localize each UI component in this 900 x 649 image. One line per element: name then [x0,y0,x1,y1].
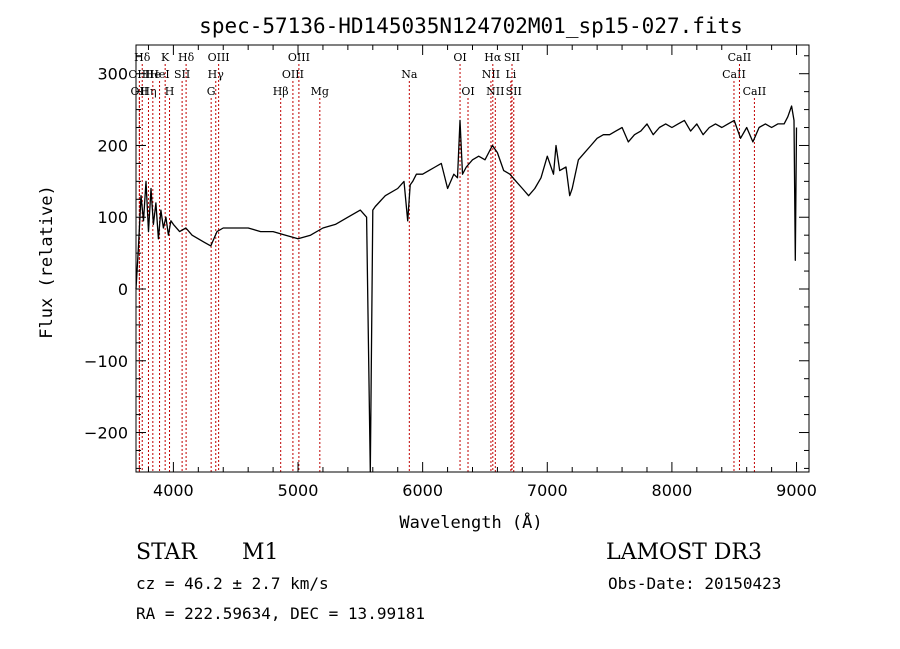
line-label-7: H [165,85,175,98]
axes: 4000 5000 6000 7000 8000 9000 −200 −100 0 100 200 3… [84,44,817,500]
y-tick-label-0: 0 [118,280,128,299]
line-label-13: Hβ [273,85,289,98]
line-label-16: Mg [311,85,329,98]
x-tick-label-4000: 4000 [153,481,194,500]
x-tick-label-6000: 6000 [402,481,443,500]
line-label-5: HeI [149,68,169,81]
x-axis-label: Wavelength (Å) [399,511,542,533]
line-label-1: OIII [128,68,150,81]
redshift-cz: cz = 46.2 ± 2.7 km/s [136,574,329,593]
line-label-24: SII [504,51,520,64]
line-label-27: CaII [728,51,752,64]
line-label-12: OIII [208,51,230,64]
coordinates: RA = 222.59634, DEC = 13.99181 [136,604,425,623]
survey-name: LAMOST DR3 [606,540,762,565]
y-tick-label--100: −100 [84,352,128,371]
x-tick-label-9000: 9000 [776,481,817,500]
line-label-25: SII [506,85,522,98]
line-label-10: G [207,85,216,98]
line-label-20: NII [482,68,500,81]
line-label-4: He [145,68,161,81]
spectrum-line [135,105,798,473]
line-label-26: CaII [722,68,746,81]
object-class: STAR [136,540,197,565]
y-tick-label-300: 300 [97,65,128,84]
line-label-11: Hγ [208,68,225,81]
spectrum-series [135,105,798,473]
observation-date: Obs-Date: 20150423 [608,574,782,593]
line-label-6: K [161,51,170,64]
line-label-9: Hδ [178,51,195,64]
x-tick-label-7000: 7000 [527,481,568,500]
line-label-17: Na [401,68,418,81]
line-label-19: OI [461,85,474,98]
line-label-15: OIII [288,51,310,64]
line-label-18: OI [453,51,466,64]
x-tick-label-5000: 5000 [278,481,319,500]
y-tick-label--200: −200 [84,424,128,443]
plot-frame [135,44,810,473]
object-subclass: M1 [242,540,279,565]
y-tick-label-200: 200 [97,136,128,155]
line-label-0: Hδ [134,51,151,64]
line-label-23: Li [505,68,516,81]
line-label-21: Hα [484,51,502,64]
spectral-line-markers: HδOIIIOIIHηHeHeIKHSIIHδGHγOIIIHβOIIIOIII… [128,51,766,472]
line-label-28: CaII [743,85,767,98]
line-label-8: SII [174,68,190,81]
y-axis-label: Flux (relative) [37,185,57,339]
spectrum-chart: spec-57136-HD145035N124702M01_sp15-027.f… [37,14,817,533]
line-label-3: Hη [140,85,156,98]
line-label-22: NII [486,85,504,98]
line-label-14: OIII [282,68,304,81]
chart-title: spec-57136-HD145035N124702M01_sp15-027.f… [199,14,743,38]
y-tick-label-100: 100 [97,208,128,227]
x-tick-label-8000: 8000 [652,481,693,500]
